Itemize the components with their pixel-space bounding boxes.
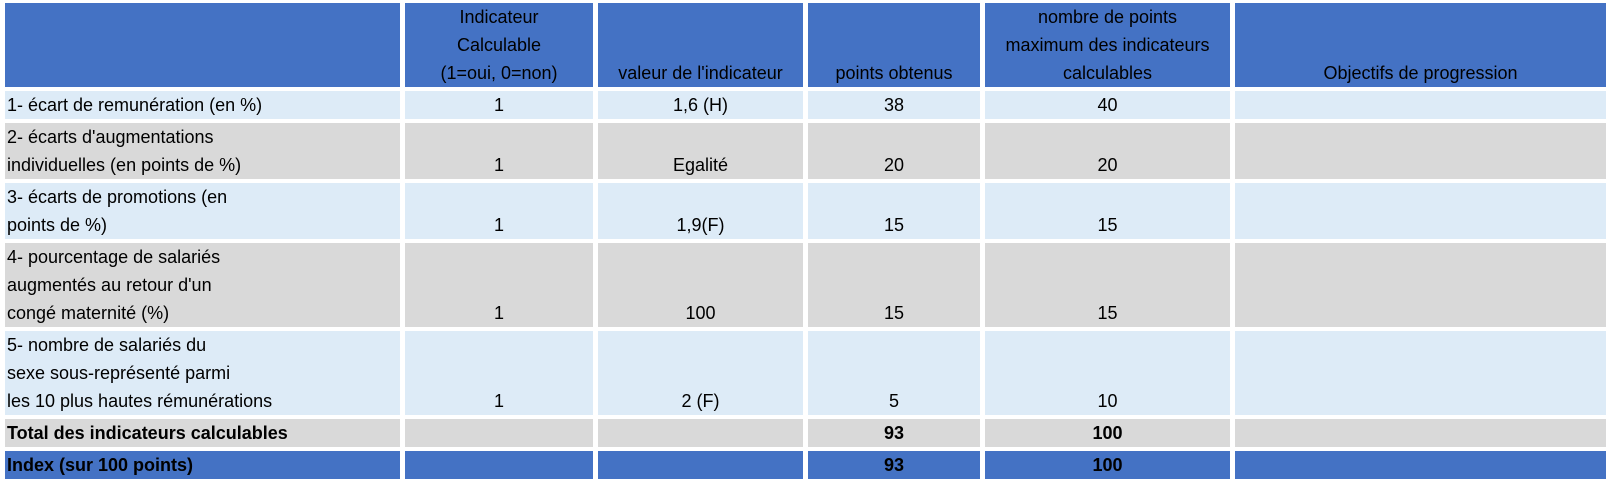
indicator-row: 1- écart de remunération (en %) 1 1,6 (H) 3… [5,91,1606,119]
max-cell: 100 [985,451,1230,479]
indicator-row: 5- nombre de salariés du sexe sous-représ… [5,331,1606,415]
max-cell: 10 [985,331,1230,415]
max-cell: 20 [985,123,1230,179]
cell-line: sexe sous-représenté parmi [7,363,231,383]
cell-line: nombre de points [1037,7,1178,27]
objective-cell [1235,123,1606,179]
cell-line: individuelles (en points de %) [7,155,242,175]
value-cell: 1,9(F) [598,183,803,239]
index-row: Index (sur 100 points) 93 100 [5,451,1606,479]
points-cell: 5 [808,331,980,415]
value-cell: 2 (F) [598,331,803,415]
cell-line: augmentés au retour d'un [7,275,212,295]
objective-cell [1235,91,1606,119]
header-cell: points obtenus [808,3,980,87]
total-label: Total des indicateurs calculables [5,419,400,447]
points-cell: 15 [808,243,980,327]
cell-line: calculables [1062,63,1153,83]
cell-line: valeur de l'indicateur [618,63,783,83]
max-cell: 15 [985,183,1230,239]
cell-line: points de %) [7,215,108,235]
empty-cell [1235,451,1606,479]
indicator-label: 4- pourcentage de salariés augmentés au r… [5,243,400,327]
empty-cell [598,419,803,447]
max-cell: 100 [985,419,1230,447]
empty-cell [598,451,803,479]
objective-cell [1235,331,1606,415]
points-cell: 38 [808,91,980,119]
value-cell: Egalité [598,123,803,179]
cell-line: 2- écarts d'augmentations [7,127,214,147]
indicator-label: 1- écart de remunération (en %) [5,91,400,119]
header-cell [5,3,400,87]
cell-line: congé maternité (%) [7,303,170,323]
indicator-row: 2- écarts d'augmentations individuelles (… [5,123,1606,179]
calculable-cell: 1 [405,183,593,239]
max-cell: 15 [985,243,1230,327]
cell-line: points obtenus [835,63,953,83]
cell-line: les 10 plus hautes rémunérations [7,391,273,411]
total-row: Total des indicateurs calculables 93 100 [5,419,1606,447]
indicator-row: 3- écarts de promotions (en points de %) 1… [5,183,1606,239]
cell-line: 3- écarts de promotions (en [7,187,228,207]
indicator-label: 3- écarts de promotions (en points de %) [5,183,400,239]
header-cell: Objectifs de progression [1235,3,1606,87]
calculable-cell: 1 [405,123,593,179]
empty-cell [405,451,593,479]
points-cell: 20 [808,123,980,179]
total-label: Index (sur 100 points) [5,451,400,479]
cell-line: maximum des indicateurs [1005,35,1210,55]
empty-cell [1235,419,1606,447]
cell-line: Indicateur [459,7,539,27]
points-cell: 15 [808,183,980,239]
header-cell: Indicateur Calculable (1=oui, 0=non) [405,3,593,87]
calculable-cell: 1 [405,243,593,327]
empty-cell [405,419,593,447]
cell-line: 1- écart de remunération (en %) [7,95,263,115]
value-cell: 100 [598,243,803,327]
indicator-label: 5- nombre de salariés du sexe sous-représ… [5,331,400,415]
header-row: Indicateur Calculable (1=oui, 0=non) valeur… [5,3,1606,87]
calculable-cell: 1 [405,331,593,415]
cell-line: 4- pourcentage de salariés [7,247,221,267]
cell-line: Calculable [456,35,542,55]
max-cell: 40 [985,91,1230,119]
cell-line: Objectifs de progression [1323,63,1518,83]
cell-line: 5- nombre de salariés du [7,335,207,355]
points-cell: 93 [808,419,980,447]
objective-cell [1235,183,1606,239]
indicator-row: 4- pourcentage de salariés augmentés au r… [5,243,1606,327]
header-cell: nombre de points maximum des indicateurs c… [985,3,1230,87]
header-cell: valeur de l'indicateur [598,3,803,87]
cell-line: (1=oui, 0=non) [440,63,558,83]
value-cell: 1,6 (H) [598,91,803,119]
objective-cell [1235,243,1606,327]
points-cell: 93 [808,451,980,479]
indicator-label: 2- écarts d'augmentations individuelles (… [5,123,400,179]
calculable-cell: 1 [405,91,593,119]
